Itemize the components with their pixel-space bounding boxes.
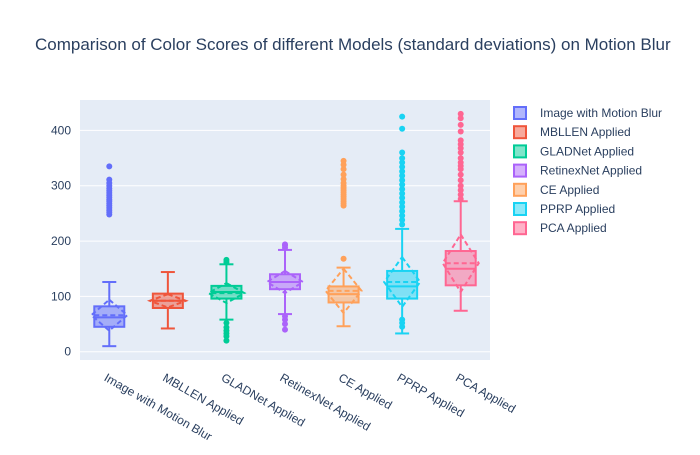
outlier-point	[282, 326, 288, 333]
legend-item-7[interactable]: PCA Applied	[513, 221, 607, 236]
legend-item-4[interactable]: RetinexNet Applied	[513, 163, 642, 178]
outlier-point	[457, 182, 464, 189]
outlier-point	[399, 186, 406, 193]
outlier-point	[457, 110, 464, 117]
legend-swatch	[513, 221, 527, 236]
legend-label: CE Applied	[540, 183, 599, 197]
box-series-6	[382, 113, 422, 335]
legend-label: MBLLEN Applied	[540, 125, 631, 139]
y-tick-label: 300	[51, 179, 71, 193]
legend-label: RetinexNet Applied	[540, 164, 642, 178]
outlier-point	[399, 163, 406, 170]
outlier-point	[399, 168, 406, 175]
outlier-point	[457, 196, 464, 203]
outlier-point	[223, 324, 230, 331]
legend-item-5[interactable]: CE Applied	[513, 182, 599, 197]
outlier-point	[399, 155, 406, 162]
outlier-point	[223, 256, 230, 263]
outlier-point	[106, 163, 113, 170]
outlier-point	[399, 190, 406, 197]
legend-item-1[interactable]: Image with Motion Blur	[513, 106, 662, 120]
legend-swatch	[513, 182, 527, 197]
y-tick-label: 200	[51, 234, 71, 248]
outlier-point	[340, 176, 347, 183]
box-series-7	[441, 110, 480, 312]
outlier-point	[399, 316, 406, 323]
y-tick-label: 400	[51, 123, 71, 137]
outlier-point	[399, 177, 406, 184]
outlier-point	[340, 171, 347, 178]
outlier-point	[399, 159, 406, 166]
legend[interactable]: Image with Motion Blur MBLLEN Applied GLAD…	[513, 106, 662, 236]
legend-swatch	[513, 144, 527, 159]
outlier-point	[399, 125, 406, 132]
chart-title: Comparison of Color Scores of different …	[35, 35, 671, 54]
outlier-point	[457, 121, 464, 128]
box-series-3	[206, 256, 247, 344]
outlier-point	[457, 187, 464, 194]
box-iqr	[386, 269, 419, 300]
legend-swatch	[513, 125, 527, 140]
outlier-point	[282, 321, 288, 328]
outlier-point	[399, 212, 406, 219]
box-series-2	[146, 271, 189, 330]
legend-label: PCA Applied	[540, 221, 607, 235]
outlier-point	[457, 191, 464, 198]
outlier-point	[399, 203, 406, 210]
legend-swatch	[513, 106, 527, 120]
legend-swatch	[513, 163, 527, 178]
grid	[80, 129, 490, 353]
box-sd-diamond	[265, 269, 305, 295]
outlier-point	[399, 221, 406, 228]
y-tick-label: 0	[64, 345, 71, 359]
legend-item-3[interactable]: GLADNet Applied	[513, 144, 634, 159]
outlier-point	[457, 128, 464, 135]
box-series	[89, 110, 480, 348]
outlier-point	[282, 313, 288, 320]
outlier-point	[457, 115, 464, 122]
box-sd-diamond	[382, 255, 422, 309]
legend-item-6[interactable]: PPRP Applied	[513, 202, 615, 216]
box-sd-diamond	[206, 281, 247, 305]
outlier-point	[399, 217, 406, 224]
outlier-point	[340, 166, 347, 173]
outlier-point	[457, 177, 464, 184]
box-sd-diamond	[146, 293, 189, 309]
outlier-point	[223, 337, 230, 344]
outlier-point	[399, 113, 406, 120]
box-series-5	[324, 157, 363, 328]
outlier-point	[457, 155, 464, 162]
outlier-point	[457, 159, 464, 166]
outlier-point	[340, 255, 347, 262]
outlier-point	[399, 172, 406, 179]
outlier-point	[223, 319, 230, 326]
outlier-point	[457, 137, 464, 144]
outlier-point	[282, 241, 288, 248]
box-series-4	[265, 241, 305, 333]
box-sd-diamond	[441, 232, 480, 294]
outlier-point	[399, 194, 406, 201]
legend-label: PPRP Applied	[540, 202, 615, 216]
outlier-point	[340, 157, 347, 164]
outlier-point	[399, 199, 406, 206]
outlier-point	[399, 149, 406, 156]
y-axis-tick-labels: 0 100 200 300 400	[51, 123, 71, 358]
legend-label: GLADNet Applied	[540, 144, 634, 158]
outlier-point	[399, 208, 406, 215]
legend-swatch	[513, 202, 527, 216]
box-series-1	[89, 163, 129, 348]
box-sd-diamond	[324, 267, 363, 315]
legend-item-2[interactable]: MBLLEN Applied	[513, 125, 631, 140]
y-tick-label: 100	[51, 289, 71, 303]
legend-label: Image with Motion Blur	[540, 106, 662, 120]
outlier-point	[399, 181, 406, 188]
outlier-point	[457, 171, 464, 178]
outlier-point	[457, 149, 464, 156]
outlier-point	[106, 176, 113, 183]
